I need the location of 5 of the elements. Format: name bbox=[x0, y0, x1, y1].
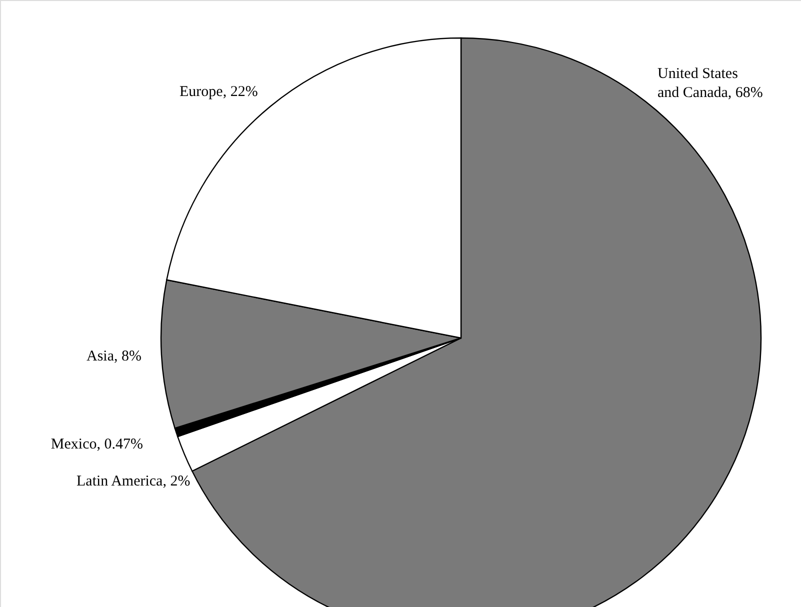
slice-label: Mexico, 0.47% bbox=[50, 436, 144, 452]
slice-label: United States and Canada, 68% bbox=[658, 66, 763, 101]
slice-label: Europe, 22% bbox=[180, 84, 258, 100]
slice-label: Latin America, 2% bbox=[76, 474, 190, 490]
slice-label: Asia, 8% bbox=[86, 348, 142, 365]
